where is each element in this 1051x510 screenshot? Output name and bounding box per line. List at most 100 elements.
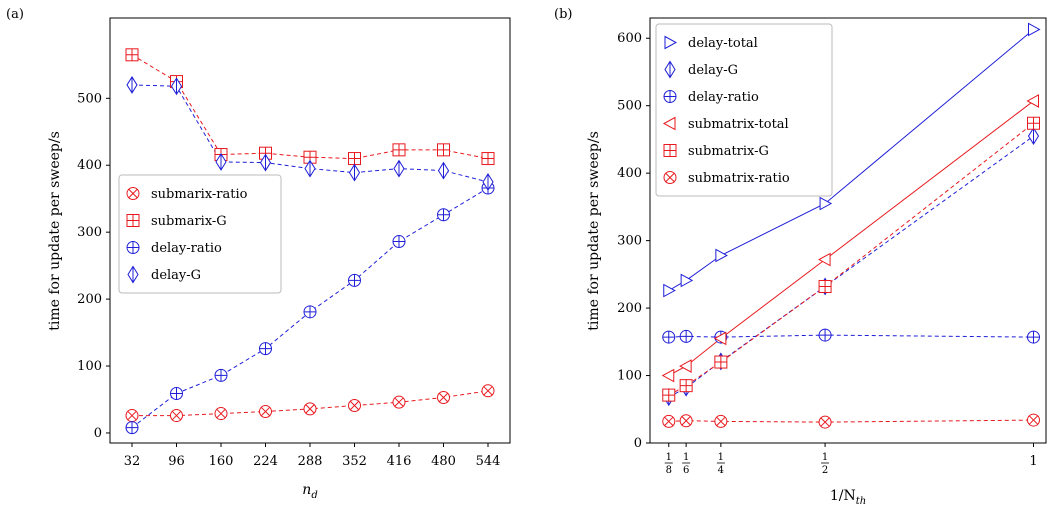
data-point-submatrix-G [679,379,693,393]
legend-marker-delay-G [664,60,676,79]
legend-marker-delay-ratio [663,90,677,103]
data-point-submatrix-ratio [714,414,728,428]
data-point-submatrix-ratio [679,414,693,428]
data-point-submarix-ratio [259,405,272,419]
x-tick-label-numerator: 1 [683,452,689,463]
data-point-delay-ratio [125,421,139,435]
panel-label-a: (a) [6,7,24,22]
y-tick-label: 100 [617,369,642,384]
data-point-submatrix-ratio [818,415,832,429]
x-tick-label-denominator: 4 [718,465,724,476]
legend-marker-submatrix-G [663,144,677,157]
series-line-delay-G [131,84,489,183]
data-point-delay-G [126,75,138,94]
data-point-submatrix-G [662,388,676,402]
series-line-submarix-G [131,54,489,160]
x-tick-label-numerator: 1 [718,452,724,463]
data-point-submarix-ratio [437,390,450,404]
data-point-submatrix-ratio [662,414,676,428]
data-point-submarix-ratio [348,399,361,413]
y-tick-label: 300 [617,234,642,249]
data-point-submatrix-total [1026,94,1039,108]
data-point-delay-ratio [679,329,693,343]
data-point-delay-ratio [303,305,317,319]
data-point-submatrix-G [1026,116,1040,130]
data-point-delay-G [393,159,405,178]
x-axis-label-b: 1/Nth [830,488,866,507]
legend-label-submatrix-ratio: submatrix-ratio [688,171,790,186]
legend-box [655,23,833,197]
data-point-delay-total [1027,22,1041,37]
legend-label-delay-total: delay-total [688,36,758,51]
panel-label-b: (b) [554,7,572,22]
legend-label-delay-ratio: delay-ratio [688,90,759,105]
data-point-submatrix-ratio [1026,413,1040,427]
x-tick-label: 160 [209,454,234,469]
x-tick-label-numerator: 1 [666,452,672,463]
data-point-delay-ratio [259,342,272,356]
x-tick-label-denominator: 8 [666,465,672,476]
plot-frame-b [649,17,1047,444]
data-point-submarix-ratio [392,395,406,409]
data-point-submarix-ratio [214,407,228,421]
data-point-submarix-ratio [303,402,317,416]
panel-a: (a) time for update per sweep/s nd 0 100 2… [6,7,511,501]
data-point-delay-total [663,283,676,298]
y-tick-label: 500 [77,91,102,106]
data-point-submarix-ratio [481,384,495,398]
y-tick-label: 500 [617,99,642,114]
y-tick-label: 0 [634,436,642,451]
data-point-submatrix-total [661,368,675,383]
x-tick-label: 32 [124,454,141,469]
axes-a: 0 100 200 300 400 500 32 96 160 224 288 352 416 480 54… [77,91,500,469]
data-point-delay-total [680,273,694,288]
x-tick-label-denominator: 6 [683,465,689,476]
data-point-submarix-G [348,152,361,166]
x-tick-label-denominator: 2 [822,465,828,476]
y-axis-label-b: time for update per sweep/s [586,131,602,331]
y-tick-label: 400 [77,158,102,173]
data-point-delay-total [715,248,728,263]
data-point-delay-G [437,161,450,180]
data-point-delay-ratio [348,273,361,287]
legend-marker-delay-G [127,265,139,284]
data-point-submarix-G [481,152,495,166]
data-point-submatrix-G [818,279,832,293]
y-tick-label: 300 [77,225,102,240]
x-axis-label-a: nd [302,482,317,501]
panel-b: (b) time for update per sweep/s 1/Nth 0 1… [554,7,1047,507]
series-a [125,48,495,435]
y-tick-label: 200 [77,292,102,307]
legend-label-submarix-G: submarix-G [151,214,227,229]
x-tick-label: 1 [1029,454,1037,469]
series-b [661,22,1041,429]
x-tick-label: 96 [168,454,185,469]
data-point-submarix-G [125,48,139,62]
data-point-delay-G [215,152,227,171]
y-tick-label: 600 [617,31,642,46]
data-point-submatrix-G [714,355,728,369]
data-point-delay-ratio [1026,330,1040,344]
legend-label-submatrix-total: submatrix-total [688,117,789,132]
legend-label-submatrix-G: submatrix-G [688,144,769,159]
x-tick-label: 480 [431,454,456,469]
data-point-submarix-ratio [125,409,139,423]
legend-marker-submarix-ratio [126,187,140,200]
legend-marker-delay-ratio [126,241,140,254]
y-tick-label: 400 [617,166,642,181]
x-tick-label: 224 [253,454,278,469]
y-axis-label-a: time for update per sweep/s [47,131,63,331]
data-point-delay-ratio [437,208,450,222]
data-point-delay-G [482,173,494,191]
x-tick-label-numerator: 1 [822,452,828,463]
x-tick-label: 416 [387,454,412,469]
data-point-submarix-G [392,143,406,157]
legend-a: submarix-ratio submarix-G delay-ratio delay… [118,174,282,294]
data-point-submarix-ratio [170,409,183,423]
y-tick-label: 200 [617,301,642,316]
data-point-delay-G [259,153,272,172]
legend-label-delay-G: delay-G [151,268,201,283]
legend-marker-submarix-G [126,214,140,227]
